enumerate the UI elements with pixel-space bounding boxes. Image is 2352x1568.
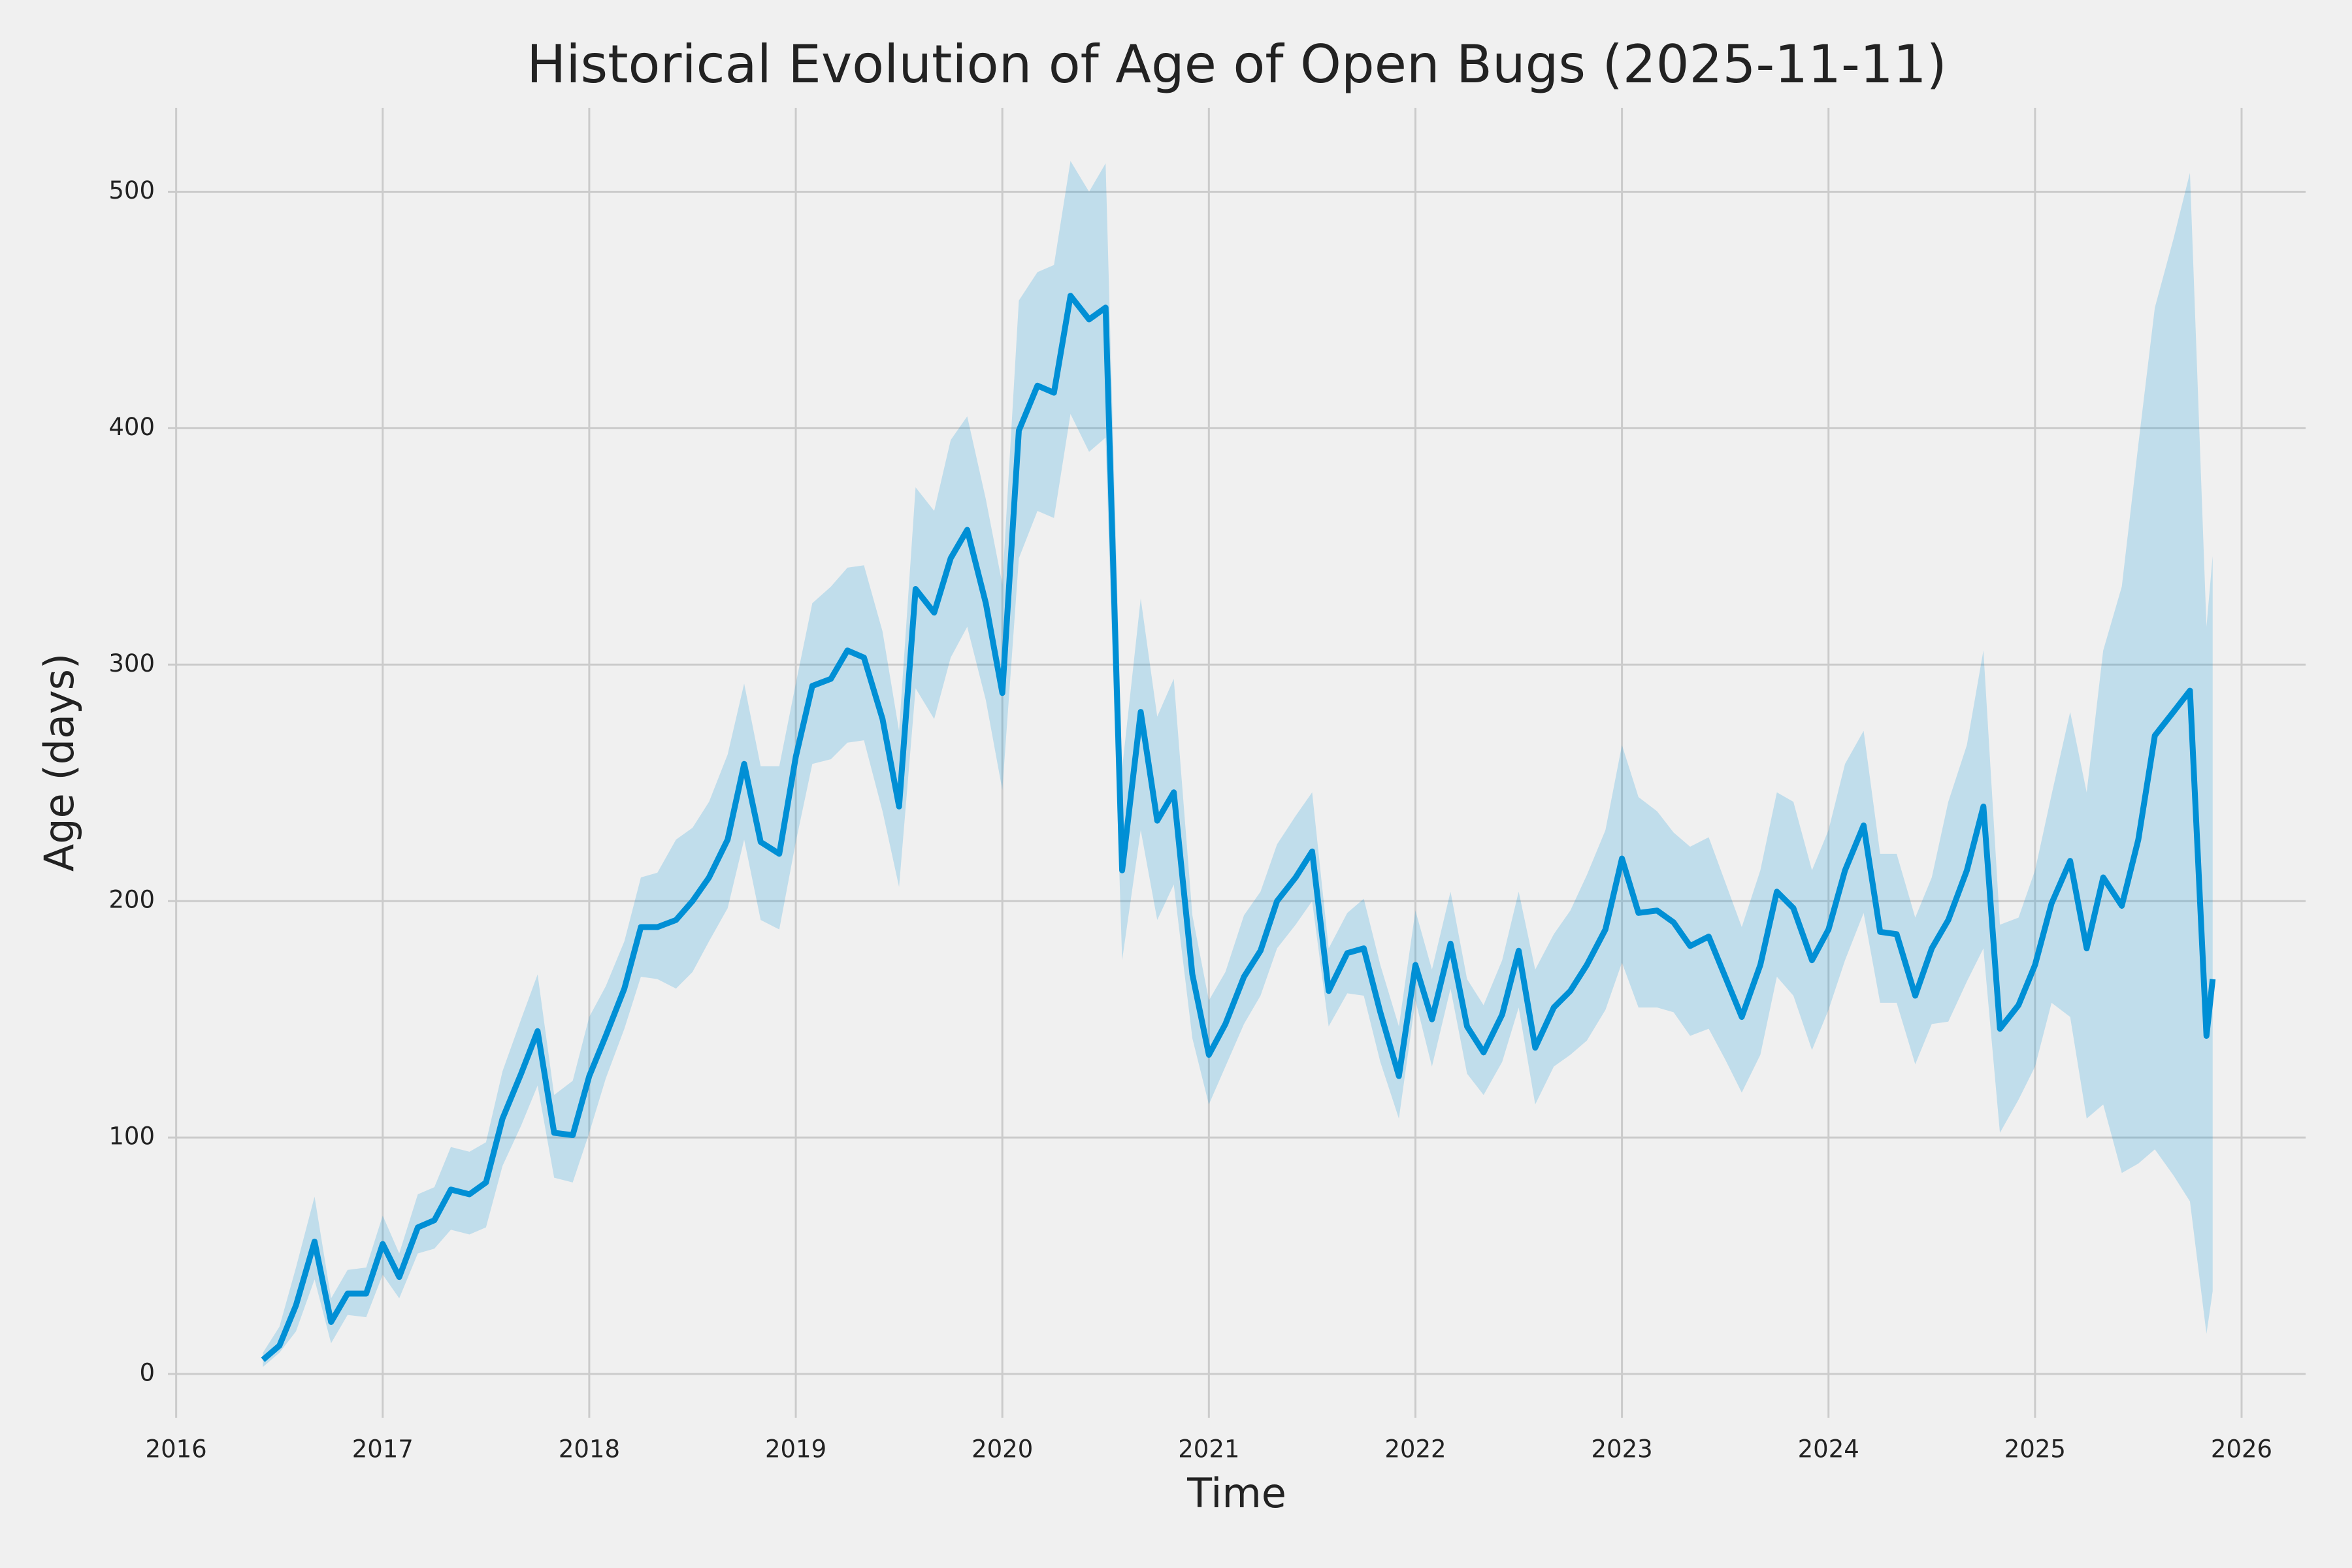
chart-title: Historical Evolution of Age of Open Bugs… <box>527 34 1947 95</box>
y-tick-label: 400 <box>108 413 155 441</box>
x-tick-label: 2020 <box>972 1435 1033 1463</box>
y-axis-label: Age (days) <box>35 653 83 872</box>
y-tick-label: 300 <box>108 649 155 678</box>
x-axis-label: Time <box>1186 1469 1286 1517</box>
x-tick-label: 2023 <box>1592 1435 1653 1463</box>
x-tick-label: 2025 <box>2004 1435 2066 1463</box>
x-tick-label: 2021 <box>1178 1435 1239 1463</box>
x-tick-label: 2019 <box>765 1435 826 1463</box>
line <box>261 293 2216 1362</box>
x-tick-label: 2022 <box>1384 1435 1446 1463</box>
x-tick-label: 2024 <box>1798 1435 1859 1463</box>
y-tick-label: 100 <box>108 1122 155 1151</box>
x-tick-label: 2018 <box>559 1435 620 1463</box>
x-tick-label: 2026 <box>2211 1435 2272 1463</box>
y-tick-label: 500 <box>108 176 155 204</box>
y-tick-label: 0 <box>139 1359 155 1387</box>
x-tick-label: 2016 <box>146 1435 207 1463</box>
y-tick-label: 200 <box>108 886 155 914</box>
x-tick-label: 2017 <box>352 1435 414 1463</box>
